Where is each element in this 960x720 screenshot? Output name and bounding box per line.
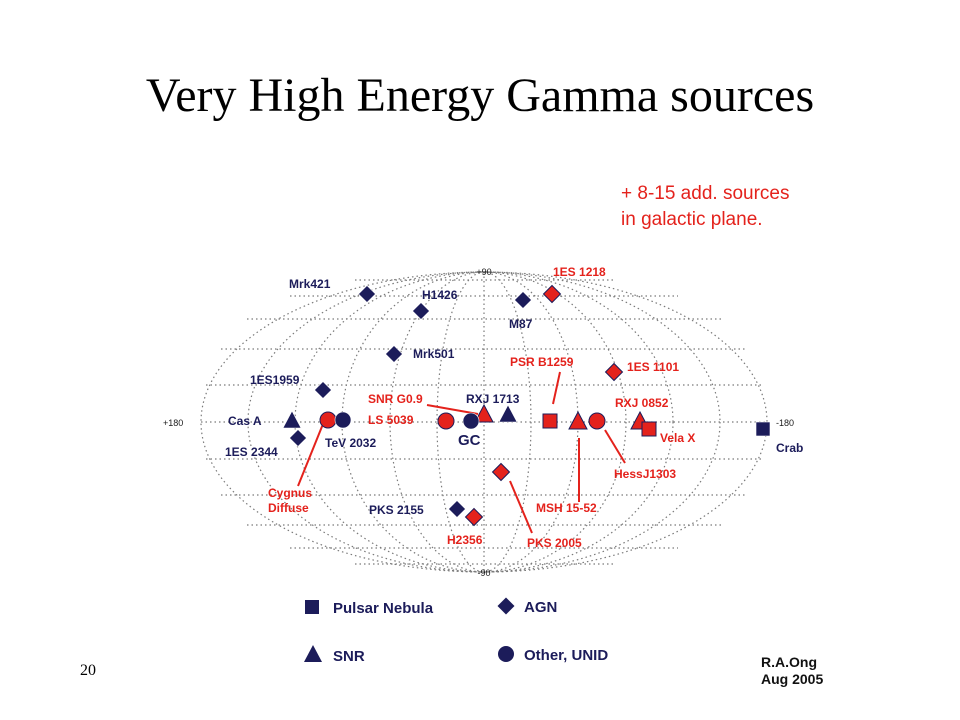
agn-marker-h2356 [464,507,484,527]
unid-marker-cygnus [319,411,337,429]
cygnus-line-1: Cygnus [268,486,312,500]
agn-marker-1es1101 [604,362,624,382]
pwn-marker-psr-b1259 [542,413,558,429]
axis-label-bottom: -90 [477,568,490,578]
snr-marker-cas-a [282,410,302,429]
cygnus-line-2: Diffuse [268,501,309,515]
leader-lines [297,371,626,534]
source-label-crab: Crab [776,441,803,455]
source-label-psr-b1259: PSR B1259 [510,355,574,369]
source-label-rxj1713: RXJ 1713 [466,392,520,406]
source-label-ls5039: LS 5039 [368,413,414,427]
note-line-1: + 8-15 add. sources [621,183,789,204]
leader-line [604,429,626,464]
meridian [341,271,627,573]
source-label-mrk501: Mrk501 [413,347,455,361]
source-label-pks2005: PKS 2005 [527,536,582,550]
agn-marker-1es2344 [289,429,307,447]
legend-label-snr: SNR [333,648,365,665]
pwn-marker-vela-x [641,421,657,437]
agn-marker-1es1218 [542,284,562,304]
unid-marker-gc [462,412,480,430]
source-label-mrk421: Mrk421 [289,277,331,291]
pwn-marker-crab [755,421,771,437]
source-label-1es1959: 1ES1959 [250,373,300,387]
leader-line [426,404,479,415]
source-label-rxj0852: RXJ 0852 [615,396,669,410]
unid-marker-ls5039 [437,412,455,430]
source-label-vela-x: Vela X [660,431,695,445]
agn-marker-h1426 [412,302,430,320]
source-label-1es1101: 1ES 1101 [627,360,679,374]
agn-marker-1es1959 [314,381,332,399]
credit-date: Aug 2005 [761,671,823,687]
legend-diamond-icon [497,597,515,615]
leader-line [297,423,324,487]
source-label-gc: GC [458,432,481,449]
unid-marker-hessj1303 [588,412,606,430]
slide-number-fragment: 20 [80,662,96,679]
credit-author: R.A.Ong [761,654,817,670]
agn-marker-pks2005 [491,462,511,482]
legend-label-pulsar-nebula: Pulsar Nebula [333,600,434,617]
legend-circle-icon [498,646,514,662]
source-label-hessj1303: HessJ1303 [614,467,676,481]
source-label-msh-15-52: MSH 15-52 [536,501,597,515]
snr-marker-rxj1713 [498,404,518,423]
source-label-cygnus: Cygnus Diffuse [268,486,312,515]
snr-marker-msh-15-52 [568,410,588,430]
axis-label-left: +180 [163,418,183,428]
leader-line [509,480,533,534]
snr-marker-snr-g0-9 [474,403,494,423]
agn-marker-m87 [514,291,532,309]
source-label-snr-g0-9: SNR G0.9 [368,392,423,406]
agn-marker-mrk421 [358,285,376,303]
source-label-h2356: H2356 [447,533,483,547]
source-label-m87: M87 [509,317,533,331]
legend-triangle-icon [304,645,322,662]
axis-label-top: +90 [476,267,491,277]
source-label-tev2032: TeV 2032 [325,436,376,450]
markers [282,284,771,527]
legend-label-other-unid: Other, UNID [524,647,608,664]
legend-label-agn: AGN [524,599,557,616]
source-label-h1426: H1426 [422,288,458,302]
axis-label-right: -180 [776,418,794,428]
source-label-pks2155: PKS 2155 [369,503,424,517]
unid-marker-tev2032 [334,411,352,429]
legend-square-icon [305,600,319,614]
note-line-2: in galactic plane. [621,209,763,230]
agn-marker-mrk501 [385,345,403,363]
source-label-1es2344: 1ES 2344 [225,445,278,459]
leader-line [552,371,561,405]
page-title: Very High Energy Gamma sources [145,69,815,122]
legend: Pulsar Nebula AGN SNR Other, UNID [304,597,608,665]
source-label-1es1218: 1ES 1218 [553,265,606,279]
agn-marker-pks2155 [448,500,466,518]
source-label-cas-a: Cas A [228,414,262,428]
